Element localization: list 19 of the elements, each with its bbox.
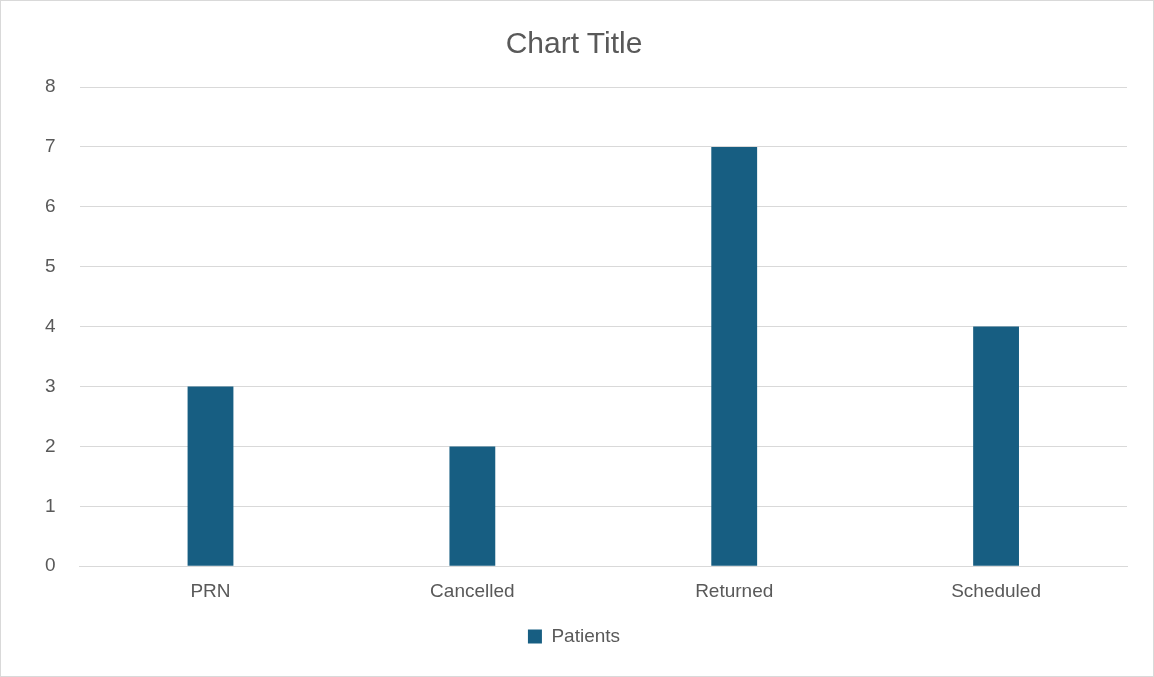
x-tick-label: Cancelled — [430, 579, 515, 601]
bar — [973, 326, 1019, 566]
legend-label: Patients — [551, 624, 621, 646]
y-tick-label: 3 — [44, 374, 56, 396]
bar — [187, 386, 234, 566]
x-tick-label: Scheduled — [951, 579, 1041, 601]
chart-title: Chart Title — [505, 26, 643, 60]
y-tick-label: 6 — [44, 195, 56, 217]
y-tick-label: 4 — [44, 314, 56, 336]
y-tick-label: 5 — [44, 254, 56, 276]
y-tick-label: 0 — [44, 554, 56, 576]
bar — [449, 446, 496, 566]
bar — [711, 146, 758, 566]
x-tick-label: Returned — [695, 579, 774, 601]
y-tick-label: 8 — [44, 75, 56, 97]
x-tick-label: PRN — [190, 579, 231, 601]
y-tick-label: 1 — [44, 494, 56, 516]
y-tick-label: 2 — [44, 434, 56, 456]
y-tick-label: 7 — [44, 135, 56, 157]
